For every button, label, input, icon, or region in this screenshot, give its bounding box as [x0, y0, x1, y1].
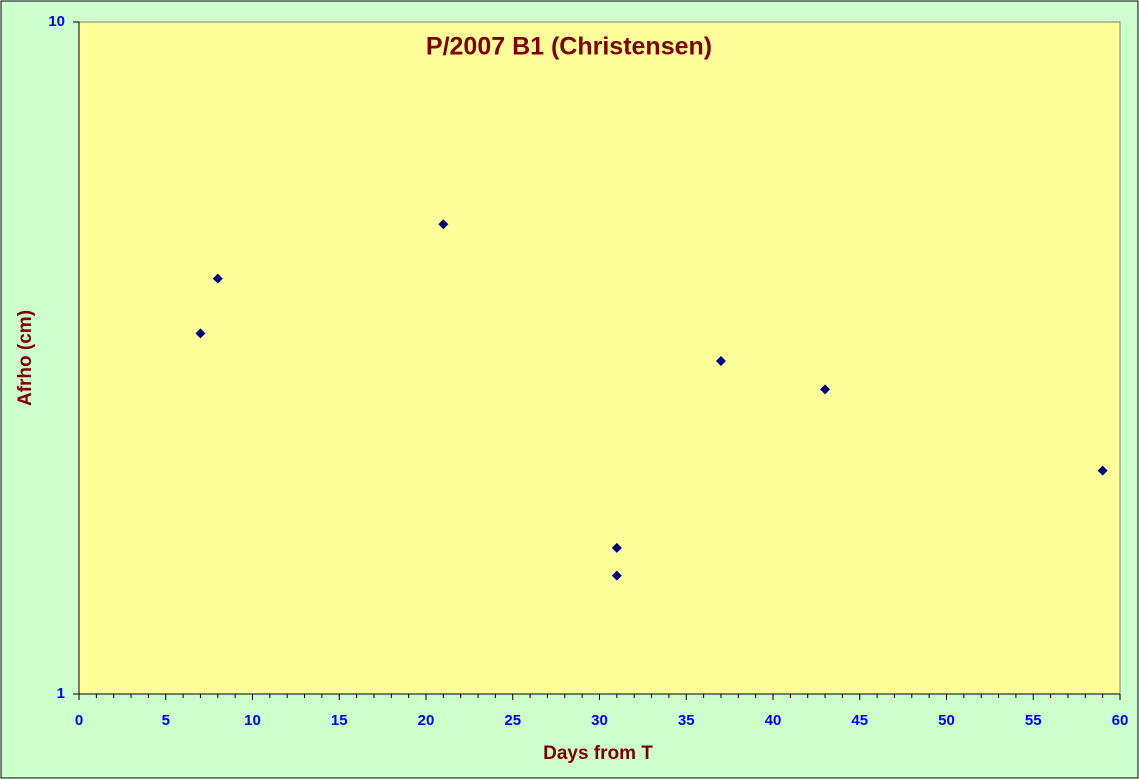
x-tick-label: 60	[1112, 712, 1129, 729]
x-tick-label: 35	[678, 712, 695, 729]
data-point	[611, 542, 622, 553]
data-point	[715, 355, 726, 366]
x-tick-label: 10	[244, 712, 261, 729]
x-tick-label: 15	[331, 712, 348, 729]
data-point	[611, 570, 622, 581]
x-tick-label: 25	[504, 712, 521, 729]
x-tick-label: 45	[851, 712, 868, 729]
plot-area	[78, 21, 1121, 695]
chart-title: P/2007 B1 (Christensen)	[426, 33, 712, 61]
x-tick-label: 0	[75, 712, 83, 729]
x-axis-label: Days from T	[543, 743, 653, 764]
data-point	[820, 384, 831, 395]
data-point	[195, 328, 206, 339]
x-tick-label: 20	[418, 712, 435, 729]
x-tick-label: 55	[1025, 712, 1042, 729]
x-tick-label: 5	[162, 712, 170, 729]
y-axis-label: Afrho (cm)	[15, 310, 36, 406]
y-tick-label: 10	[48, 13, 65, 30]
data-point	[1097, 465, 1108, 476]
data-point	[438, 219, 449, 230]
data-point	[212, 273, 223, 284]
x-tick-label: 40	[765, 712, 782, 729]
x-tick-label: 30	[591, 712, 608, 729]
y-tick-label: 1	[57, 685, 65, 702]
x-tick-label: 50	[938, 712, 955, 729]
